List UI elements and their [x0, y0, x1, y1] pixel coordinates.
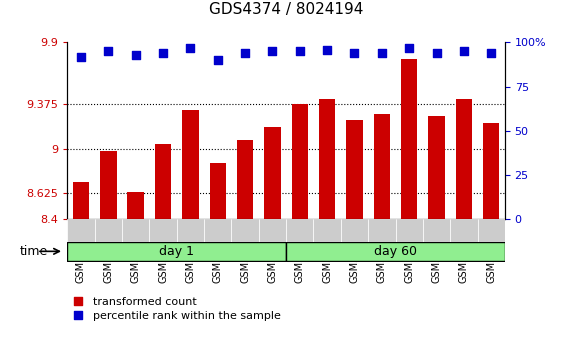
Point — [241, 50, 250, 56]
FancyBboxPatch shape — [67, 242, 286, 261]
Point — [350, 50, 359, 56]
Bar — [122, 219, 149, 242]
Point — [404, 45, 413, 51]
Point — [159, 50, 168, 56]
FancyBboxPatch shape — [286, 242, 505, 261]
Bar — [483, 123, 499, 219]
Bar — [127, 192, 144, 219]
Bar — [149, 219, 177, 242]
Bar — [231, 219, 259, 242]
Bar — [286, 219, 314, 242]
Bar — [423, 219, 450, 242]
Bar — [401, 59, 417, 219]
Bar — [429, 116, 445, 219]
Bar — [177, 219, 204, 242]
Bar — [450, 219, 477, 242]
Bar — [259, 219, 286, 242]
Bar — [100, 151, 117, 219]
Point — [76, 54, 85, 59]
Bar — [210, 163, 226, 219]
Point — [487, 50, 496, 56]
Point — [459, 48, 468, 54]
Bar — [396, 219, 423, 242]
Point — [432, 50, 441, 56]
Point — [213, 57, 222, 63]
Point — [378, 50, 387, 56]
Bar — [341, 219, 368, 242]
Bar — [368, 219, 396, 242]
Text: day 1: day 1 — [159, 245, 194, 258]
Bar — [155, 144, 171, 219]
Bar — [237, 141, 253, 219]
Point — [295, 48, 304, 54]
Bar — [314, 219, 341, 242]
Bar — [67, 219, 95, 242]
Point — [268, 48, 277, 54]
Point — [131, 52, 140, 58]
Bar — [264, 127, 280, 219]
Bar — [374, 114, 390, 219]
Point — [186, 45, 195, 51]
Bar — [204, 219, 231, 242]
Bar — [182, 110, 199, 219]
Text: day 60: day 60 — [374, 245, 417, 258]
Text: GDS4374 / 8024194: GDS4374 / 8024194 — [209, 2, 364, 17]
Text: time: time — [20, 245, 48, 258]
Bar — [292, 104, 308, 219]
Bar — [456, 99, 472, 219]
Legend: transformed count, percentile rank within the sample: transformed count, percentile rank withi… — [73, 296, 280, 321]
Point — [323, 47, 332, 52]
Bar — [95, 219, 122, 242]
Bar — [73, 182, 89, 219]
Bar — [477, 219, 505, 242]
Bar — [319, 99, 335, 219]
Bar — [346, 120, 362, 219]
Point — [104, 48, 113, 54]
